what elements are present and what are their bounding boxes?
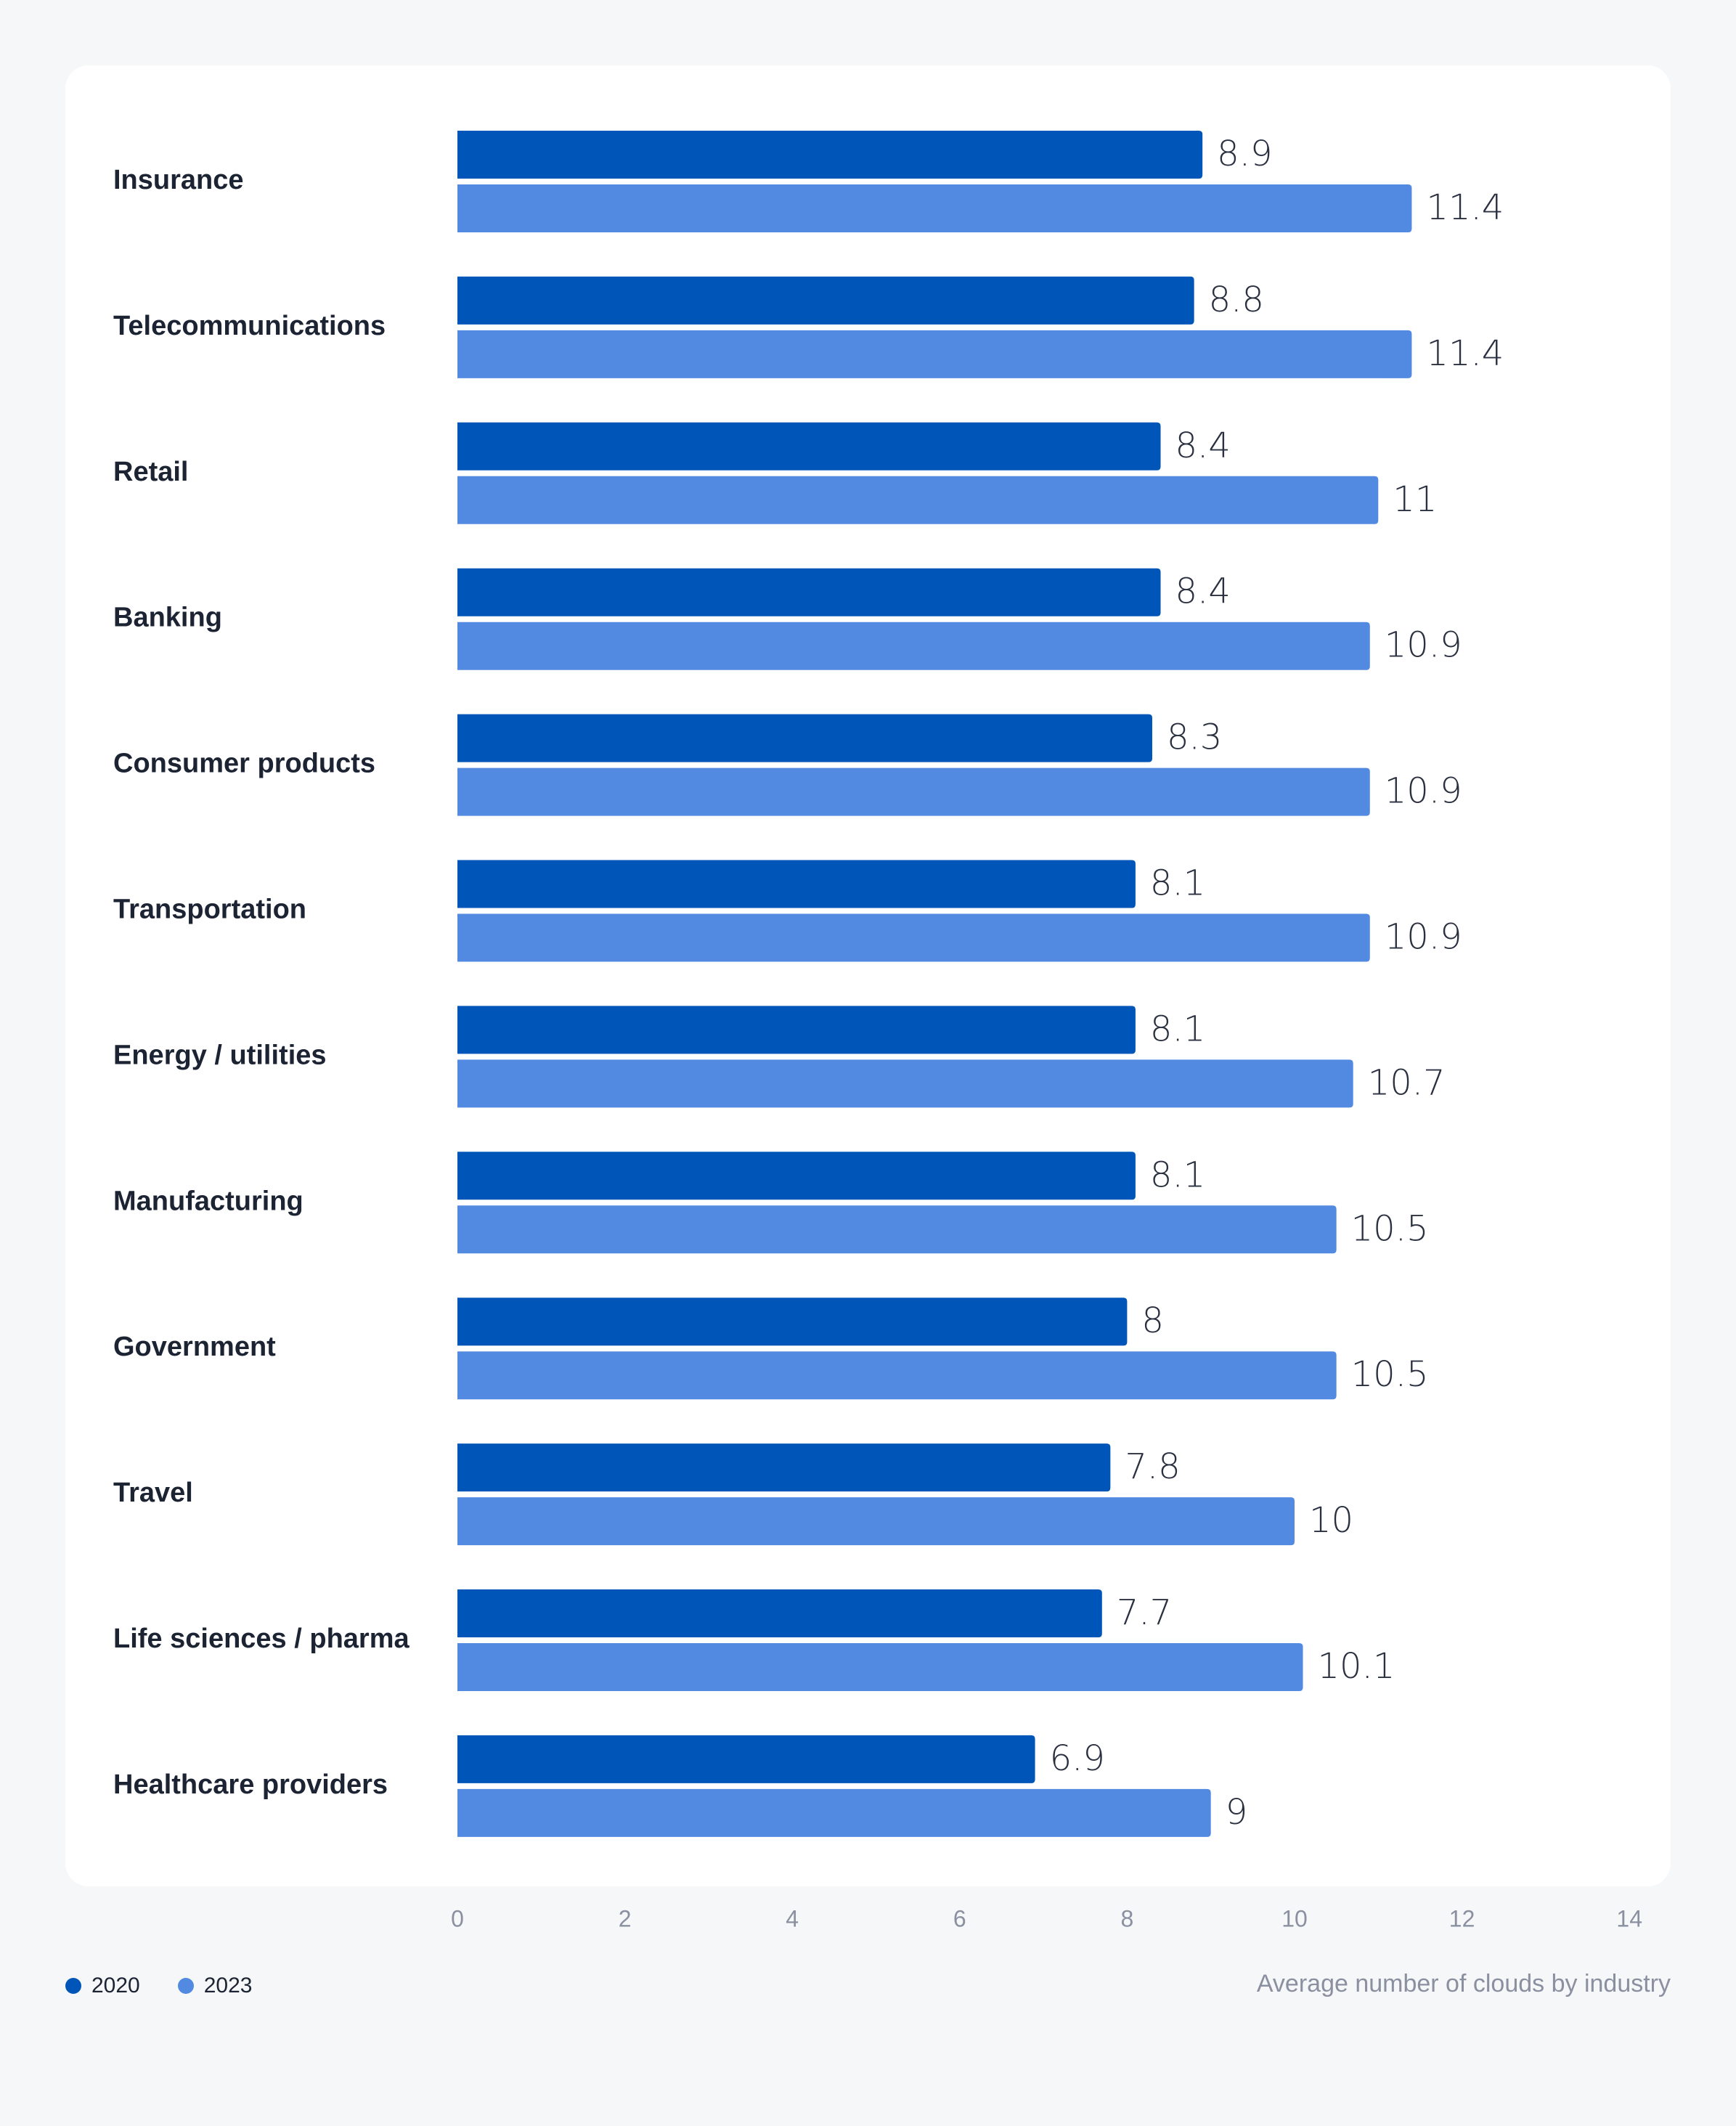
value-label-2023-government: 10.5 — [1351, 1354, 1429, 1395]
value-label-2023-energy-utilities: 10.7 — [1368, 1062, 1446, 1103]
legend-dot-2023 — [177, 1978, 194, 1994]
x-tick-10: 10 — [1281, 1905, 1308, 1931]
bar-2023-government — [457, 1351, 1337, 1400]
value-label-2020-consumer-products: 8.3 — [1167, 717, 1222, 758]
value-label-2020-telecommunications: 8.8 — [1209, 280, 1264, 320]
x-tick-2: 2 — [619, 1905, 632, 1931]
legend-dot-2020 — [65, 1978, 81, 1994]
x-tick-0: 0 — [451, 1905, 464, 1931]
chart-caption: Average number of clouds by industry — [1256, 1970, 1671, 1997]
category-label-manufacturing: Manufacturing — [113, 1186, 303, 1216]
x-tick-12: 12 — [1449, 1905, 1475, 1931]
bar-2020-healthcare-providers — [457, 1735, 1035, 1783]
value-label-2020-travel: 7.8 — [1125, 1446, 1180, 1487]
value-label-2023-consumer-products: 10.9 — [1385, 771, 1462, 812]
bar-2020-energy-utilities — [457, 1006, 1136, 1054]
bar-2023-life-sciences-pharma — [457, 1643, 1303, 1691]
value-label-2020-manufacturing: 8.1 — [1150, 1154, 1205, 1195]
bar-2023-healthcare-providers — [457, 1788, 1211, 1837]
bar-2023-telecommunications — [457, 330, 1412, 378]
bar-2020-retail — [457, 422, 1161, 471]
category-label-energy-utilities: Energy / utilities — [113, 1040, 327, 1070]
bar-2020-insurance — [457, 131, 1203, 179]
labels-layer: Insurance 8.9 11.4 Telecommunications 8.8 11.… — [113, 134, 1504, 1833]
x-tick-8: 8 — [1121, 1905, 1134, 1931]
value-label-2020-government: 8 — [1141, 1300, 1164, 1341]
bar-2020-telecommunications — [457, 276, 1194, 325]
bar-2023-insurance — [457, 184, 1412, 232]
x-axis-ticks: 0 2 4 6 8 10 12 14 — [451, 1905, 1642, 1931]
value-label-2023-travel: 10 — [1309, 1500, 1353, 1541]
value-label-2023-banking: 10.9 — [1385, 625, 1462, 666]
category-label-healthcare-providers: Healthcare providers — [113, 1769, 388, 1800]
bar-2020-manufacturing — [457, 1152, 1136, 1200]
bars-layer — [457, 131, 1412, 1837]
value-label-2023-healthcare-providers: 9 — [1226, 1792, 1248, 1833]
bar-2023-retail — [457, 476, 1379, 524]
category-label-transportation: Transportation — [113, 895, 306, 925]
category-label-banking: Banking — [113, 603, 222, 633]
value-label-2020-transportation: 8.1 — [1150, 863, 1205, 904]
value-label-2023-insurance: 11.4 — [1426, 187, 1504, 228]
value-label-2023-life-sciences-pharma: 10.1 — [1318, 1646, 1395, 1687]
bar-2023-transportation — [457, 913, 1370, 962]
bar-2023-travel — [457, 1497, 1295, 1546]
category-label-government: Government — [113, 1332, 276, 1362]
bar-2020-government — [457, 1298, 1128, 1346]
category-label-life-sciences-pharma: Life sciences / pharma — [113, 1624, 409, 1654]
value-label-2023-retail: 11 — [1393, 479, 1437, 520]
bar-2020-transportation — [457, 860, 1136, 908]
category-label-insurance: Insurance — [113, 165, 244, 195]
legend-item-2020: 2020 — [65, 1974, 140, 1998]
x-tick-4: 4 — [786, 1905, 799, 1931]
bar-2020-consumer-products — [457, 714, 1152, 762]
legend-item-2023: 2023 — [177, 1974, 253, 1998]
value-label-2020-retail: 8.4 — [1175, 425, 1231, 466]
bar-2023-banking — [457, 622, 1370, 670]
x-tick-6: 6 — [953, 1905, 966, 1931]
value-label-2023-manufacturing: 10.5 — [1351, 1208, 1429, 1249]
category-label-travel: Travel — [113, 1478, 193, 1508]
bar-2020-travel — [457, 1443, 1111, 1492]
value-label-2020-energy-utilities: 8.1 — [1150, 1009, 1205, 1049]
category-label-consumer-products: Consumer products — [113, 749, 375, 779]
value-label-2023-transportation: 10.9 — [1385, 917, 1462, 958]
legend-label-2023: 2023 — [203, 1974, 253, 1997]
legend-label-2020: 2020 — [91, 1974, 140, 1997]
value-label-2020-life-sciences-pharma: 7.7 — [1117, 1592, 1172, 1633]
x-tick-14: 14 — [1616, 1905, 1642, 1931]
category-label-retail: Retail — [113, 457, 188, 487]
bar-2023-energy-utilities — [457, 1059, 1353, 1108]
legend: 2020 2023 — [65, 1974, 253, 1998]
value-label-2020-banking: 8.4 — [1175, 571, 1231, 612]
bar-2023-consumer-products — [457, 767, 1370, 816]
bar-2023-manufacturing — [457, 1205, 1337, 1254]
value-label-2023-telecommunications: 11.4 — [1426, 333, 1504, 374]
bar-2020-life-sciences-pharma — [457, 1589, 1102, 1637]
value-label-2020-insurance: 8.9 — [1217, 134, 1272, 174]
bar-2020-banking — [457, 568, 1161, 616]
category-label-telecommunications: Telecommunications — [113, 311, 386, 341]
value-label-2020-healthcare-providers: 6.9 — [1050, 1738, 1105, 1779]
